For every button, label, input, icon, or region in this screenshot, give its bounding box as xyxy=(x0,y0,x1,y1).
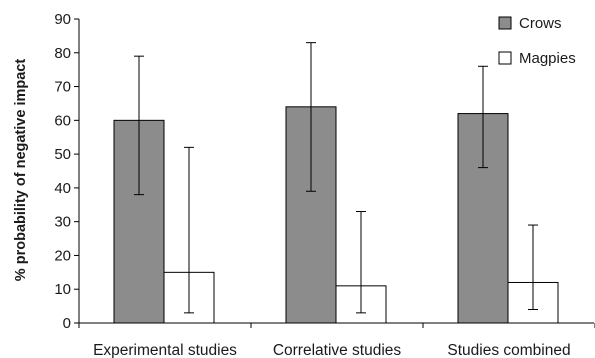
bars xyxy=(113,106,559,324)
y-axis-ticks: 0 10 20 30 40 50 60 70 80 90 xyxy=(54,11,79,332)
legend-label-crows: Crows xyxy=(519,15,562,32)
x-category-label: Studies combined xyxy=(447,342,570,358)
legend-swatch-crows xyxy=(498,16,512,30)
y-tick-label: 10 xyxy=(54,281,71,298)
legend-swatch-magpies xyxy=(498,51,512,65)
y-tick-label: 20 xyxy=(54,247,71,264)
y-tick-label: 30 xyxy=(54,214,71,231)
y-tick-label: 0 xyxy=(63,315,71,332)
y-tick-label: 40 xyxy=(54,180,71,197)
legend: Crows Magpies xyxy=(498,15,576,67)
y-tick-label: 60 xyxy=(54,112,71,129)
y-tick-label: 50 xyxy=(54,146,71,163)
y-tick-label: 80 xyxy=(54,45,71,62)
x-category-label: Experimental studies xyxy=(93,342,237,358)
x-category-label: Correlative studies xyxy=(273,342,402,358)
legend-label-magpies: Magpies xyxy=(519,50,576,67)
error-bars xyxy=(134,42,538,314)
x-axis-labels: Experimental studies Correlative studies S… xyxy=(93,342,571,358)
y-axis-title: % probability of negative impact xyxy=(13,59,29,282)
y-tick-label: 90 xyxy=(54,11,71,28)
y-tick-label: 70 xyxy=(54,79,71,96)
